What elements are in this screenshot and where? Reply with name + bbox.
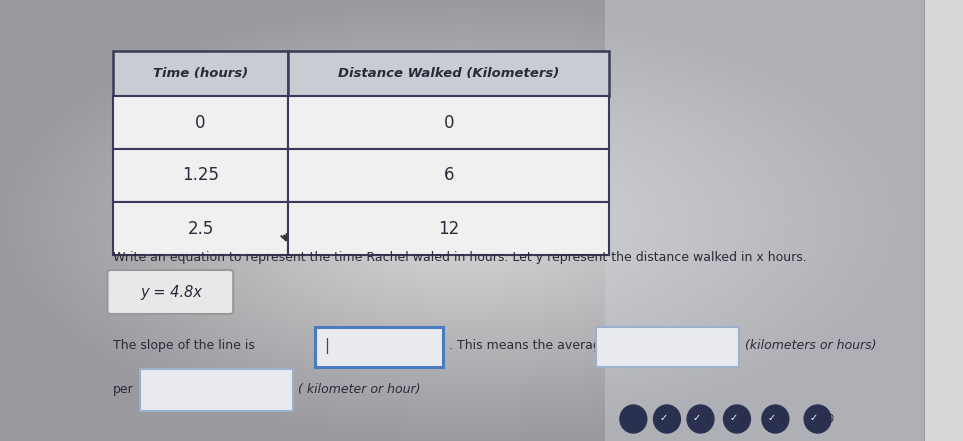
FancyBboxPatch shape xyxy=(596,327,739,367)
FancyBboxPatch shape xyxy=(315,327,443,367)
Text: ( kilometer or hour): ( kilometer or hour) xyxy=(299,382,421,396)
Text: 12: 12 xyxy=(438,220,459,238)
FancyBboxPatch shape xyxy=(114,51,288,96)
Text: 6: 6 xyxy=(671,414,677,424)
Text: 9: 9 xyxy=(779,414,786,424)
Text: (kilometers or hours): (kilometers or hours) xyxy=(744,340,876,352)
Text: 6: 6 xyxy=(443,167,454,184)
FancyBboxPatch shape xyxy=(114,202,288,255)
Text: ✓: ✓ xyxy=(729,413,738,423)
FancyBboxPatch shape xyxy=(288,96,610,149)
Circle shape xyxy=(620,405,647,433)
FancyBboxPatch shape xyxy=(114,149,288,202)
Circle shape xyxy=(687,405,714,433)
Text: 1.25: 1.25 xyxy=(182,167,219,184)
FancyBboxPatch shape xyxy=(108,270,233,314)
Circle shape xyxy=(804,405,831,433)
Text: Write an equation to represent the time Rachel waled in hours. Let y represent t: Write an equation to represent the time … xyxy=(114,251,807,265)
Text: ✓: ✓ xyxy=(692,413,701,423)
Text: . This means the average: . This means the average xyxy=(449,340,609,352)
FancyBboxPatch shape xyxy=(288,149,610,202)
Text: Distance Walked (Kilometers): Distance Walked (Kilometers) xyxy=(338,67,560,80)
Text: per: per xyxy=(114,382,134,396)
Circle shape xyxy=(723,405,750,433)
Text: Time (hours): Time (hours) xyxy=(153,67,248,80)
Text: ✓: ✓ xyxy=(659,413,667,423)
Text: ✓: ✓ xyxy=(768,413,775,423)
Text: 8: 8 xyxy=(741,414,747,424)
FancyBboxPatch shape xyxy=(288,202,610,255)
Text: |: | xyxy=(325,338,329,354)
Text: 7: 7 xyxy=(704,414,711,424)
FancyBboxPatch shape xyxy=(288,51,610,96)
Text: y = 4.8x: y = 4.8x xyxy=(140,284,202,299)
Text: The slope of the line is: The slope of the line is xyxy=(114,340,255,352)
Text: 10: 10 xyxy=(821,414,835,424)
FancyBboxPatch shape xyxy=(140,369,293,411)
Circle shape xyxy=(654,405,681,433)
Text: 0: 0 xyxy=(443,113,454,131)
FancyBboxPatch shape xyxy=(114,96,288,149)
FancyBboxPatch shape xyxy=(605,0,924,441)
Circle shape xyxy=(762,405,789,433)
Text: ✓: ✓ xyxy=(810,413,818,423)
Text: 2.5: 2.5 xyxy=(188,220,214,238)
Text: 0: 0 xyxy=(195,113,206,131)
